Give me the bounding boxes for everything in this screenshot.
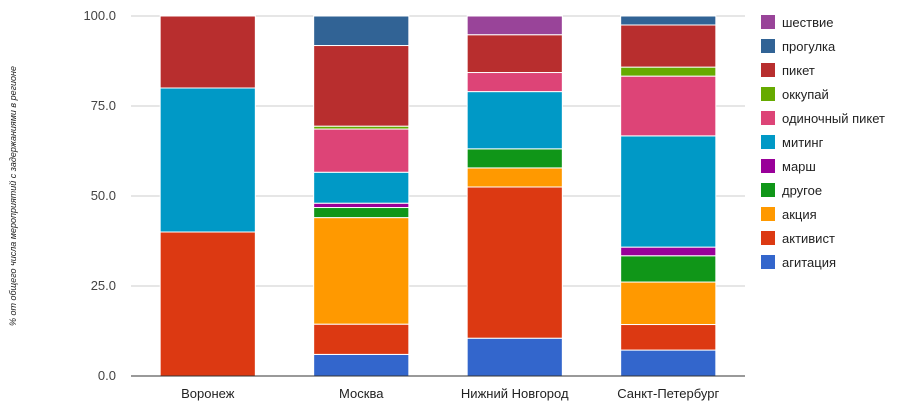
bar-segment: [620, 75, 717, 137]
legend-swatch: [761, 207, 775, 221]
legend: шествие прогулка пикет оккупай одиночный пик…: [761, 15, 885, 270]
bar-segments: [159, 15, 717, 377]
y-tick-label: 100.0: [83, 8, 116, 23]
bar-segment: [466, 15, 563, 36]
legend-swatch: [761, 183, 775, 197]
bar-segment: [313, 353, 410, 377]
legend-label: другое: [782, 183, 822, 198]
bar-segment: [313, 45, 410, 127]
bar-segment: [466, 91, 563, 150]
legend-swatch: [761, 111, 775, 125]
bar-segment: [313, 128, 410, 173]
x-category-label: Воронеж: [181, 386, 235, 401]
legend-label: шествие: [782, 15, 834, 30]
legend-swatch: [761, 15, 775, 29]
legend-label: прогулка: [782, 39, 836, 54]
legend-swatch: [761, 255, 775, 269]
y-tick-label: 75.0: [91, 98, 116, 113]
bar-segment: [466, 337, 563, 377]
legend-label: марш: [782, 159, 816, 174]
x-category-labels: Воронеж Москва Нижний Новгород Санкт-Петерб…: [181, 386, 719, 401]
bar-segment: [620, 66, 717, 77]
bar-segment: [159, 87, 256, 233]
legend-swatch: [761, 231, 775, 245]
bar-segment: [466, 34, 563, 74]
legend-label: одиночный пикет: [782, 111, 885, 126]
y-tick-label: 0.0: [98, 368, 116, 383]
bar-segment: [466, 186, 563, 339]
bar-segment: [159, 15, 256, 89]
bar-segment: [313, 202, 410, 209]
x-category-label: Москва: [339, 386, 384, 401]
bar-segment: [620, 349, 717, 377]
legend-swatch: [761, 63, 775, 77]
bar-segment: [620, 135, 717, 248]
legend-swatch: [761, 87, 775, 101]
bar-segment: [313, 323, 410, 355]
y-tick-label: 50.0: [91, 188, 116, 203]
bar-segment: [466, 72, 563, 93]
x-category-label: Санкт-Петербург: [617, 386, 719, 401]
legend-label: пикет: [782, 63, 815, 78]
legend-label: активист: [782, 231, 835, 246]
x-category-label: Нижний Новгород: [461, 386, 569, 401]
legend-label: митинг: [782, 135, 824, 150]
bar-segment: [620, 324, 717, 351]
bar-segment: [466, 167, 563, 188]
legend-label: агитация: [782, 255, 836, 270]
legend-swatch: [761, 135, 775, 149]
bar-segment: [620, 281, 717, 326]
bar-segment: [620, 255, 717, 283]
bar-segment: [313, 15, 410, 47]
bar-segment: [159, 231, 256, 377]
y-axis-label: % от общего числа мероприятий с задержан…: [8, 66, 18, 326]
bar-segment: [313, 171, 410, 204]
bar-segment: [620, 246, 717, 257]
bar-segment: [313, 207, 410, 219]
legend-label: акция: [782, 207, 817, 222]
legend-swatch: [761, 39, 775, 53]
legend-swatch: [761, 159, 775, 173]
bar-segment: [313, 217, 410, 325]
bar-segment: [466, 148, 563, 169]
y-tick-labels: 0.0 25.0 50.0 75.0 100.0: [83, 8, 116, 383]
y-tick-label: 25.0: [91, 278, 116, 293]
bar-segment: [620, 15, 717, 26]
bar-segment: [620, 24, 717, 68]
legend-label: оккупай: [782, 87, 829, 102]
